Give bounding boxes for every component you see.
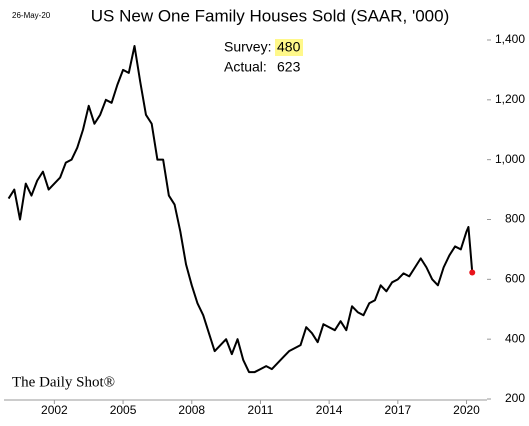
y-tick-label: 200	[505, 391, 525, 405]
x-tick-label: 2002	[41, 403, 68, 417]
x-tick-label: 2011	[248, 403, 274, 417]
date: 26-May-20	[12, 11, 51, 20]
annotation-label: Actual:	[224, 59, 267, 75]
annotation-label: Survey:	[224, 39, 271, 55]
y-tick-label: 600	[505, 272, 525, 286]
x-tick-label: 2014	[316, 403, 343, 417]
x-tick-label: 2020	[453, 403, 480, 417]
last-point	[469, 269, 476, 276]
x-tick-label: 2008	[178, 403, 205, 417]
x-tick-label: 2017	[384, 403, 411, 417]
annotation-value: 623	[277, 59, 301, 75]
y-tick-label: 1,200	[495, 92, 525, 106]
y-tick-label: 1,000	[495, 152, 525, 166]
line-series	[7, 44, 474, 374]
y-tick-label: 800	[505, 212, 525, 226]
annotation-value: 480	[277, 39, 301, 55]
y-tick-label: 400	[505, 331, 525, 345]
x-tick-label: 2005	[110, 403, 137, 417]
source-logo: The Daily Shot®	[12, 374, 115, 390]
survey-highlight	[275, 39, 303, 56]
y-tick-label: 1,400	[495, 32, 525, 46]
chart-title: US New One Family Houses Sold (SAAR, '00…	[91, 6, 450, 25]
